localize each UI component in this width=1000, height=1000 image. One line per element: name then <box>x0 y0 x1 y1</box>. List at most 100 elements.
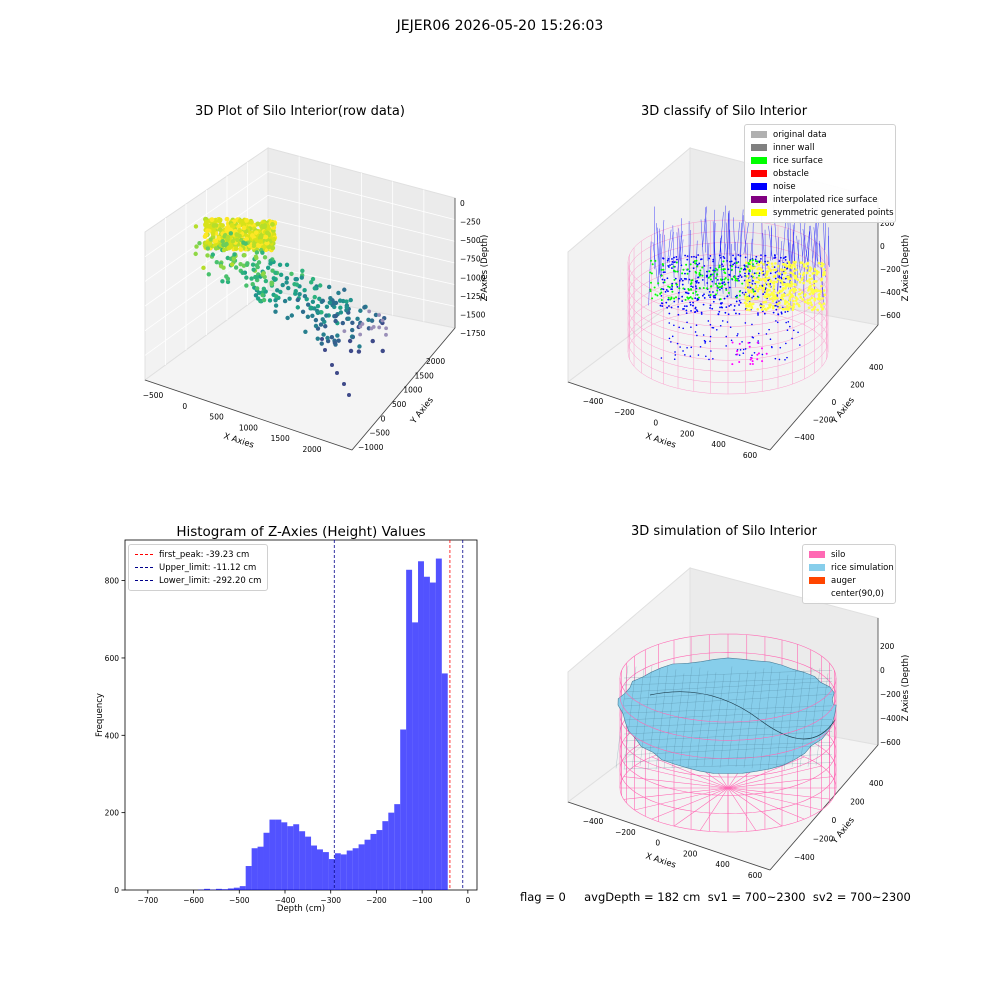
histogram-legend: first_peak: -39.23 cm Upper_limit: -11.12… <box>128 544 269 591</box>
raw-point <box>266 244 272 250</box>
classified-point <box>650 281 653 284</box>
classified-point <box>757 312 759 315</box>
classified-point <box>792 290 796 293</box>
classified-point <box>734 258 737 261</box>
classified-point <box>798 280 802 284</box>
classified-point <box>709 340 711 343</box>
tick-label: −200 <box>614 408 635 417</box>
classified-point <box>821 297 824 300</box>
classified-point <box>747 341 750 344</box>
classified-point <box>745 297 749 301</box>
classified-point <box>661 263 664 266</box>
classified-point <box>784 359 786 361</box>
raw-point <box>256 290 262 296</box>
classified-point <box>676 285 679 288</box>
surface-mesh <box>631 668 645 769</box>
classified-point <box>752 266 756 270</box>
classified-point <box>761 290 765 293</box>
classified-point <box>663 279 666 281</box>
classified-point <box>789 271 793 275</box>
classified-point <box>810 277 814 281</box>
noise-streak <box>720 240 724 294</box>
raw-point <box>310 313 315 319</box>
raw-point <box>294 276 300 282</box>
raw-point <box>225 279 231 285</box>
raw-point <box>325 335 330 341</box>
classified-point <box>681 279 684 282</box>
raw-point <box>273 270 278 276</box>
classified-point <box>664 271 666 274</box>
classified-point <box>767 276 771 280</box>
x-tick-label: −700 <box>138 896 159 905</box>
classified-point <box>756 271 759 275</box>
classified-point <box>723 278 726 281</box>
surface-mesh <box>735 670 749 767</box>
classified-point <box>798 288 801 291</box>
classified-point <box>689 355 692 357</box>
classified-point <box>757 287 761 290</box>
classified-point <box>674 270 677 273</box>
classified-point <box>780 289 783 293</box>
classified-point <box>820 264 823 268</box>
raw-point <box>293 289 298 294</box>
classified-point <box>685 309 688 312</box>
classified-point <box>768 303 771 307</box>
tick-label: 400 <box>711 440 726 449</box>
classified-point <box>781 307 784 311</box>
classified-point <box>745 261 748 265</box>
raw-point <box>203 219 209 225</box>
classify-plot-title: 3D classify of Silo Interior <box>640 104 808 119</box>
classified-point <box>712 326 715 329</box>
classified-point <box>741 341 743 343</box>
raw-point <box>332 340 338 345</box>
classified-point <box>684 272 686 275</box>
raw-point <box>238 247 244 252</box>
raw-point <box>310 299 316 304</box>
classified-point <box>693 255 695 258</box>
classified-point <box>751 360 754 363</box>
silo-ring <box>619 714 837 760</box>
classified-point <box>823 293 827 297</box>
classified-point <box>750 284 753 287</box>
x-tick-label: −500 <box>229 896 250 905</box>
classified-point <box>788 265 791 269</box>
legend-label: center(90,0) <box>831 588 884 599</box>
raw-point <box>197 240 202 246</box>
classified-point <box>771 346 773 349</box>
noise-streak <box>668 231 674 263</box>
classified-point <box>766 290 769 293</box>
classified-point <box>746 282 749 285</box>
classified-point <box>686 321 688 324</box>
classified-point <box>806 301 809 305</box>
surface-mesh <box>623 762 833 770</box>
surface-mesh <box>671 673 685 769</box>
classified-point <box>808 278 811 281</box>
raw-point <box>193 251 198 257</box>
classified-point <box>684 291 687 294</box>
classified-point <box>777 264 780 268</box>
classified-point <box>791 287 795 291</box>
noise-streak <box>677 230 683 273</box>
classified-point <box>706 270 708 273</box>
surface-mesh <box>791 670 805 768</box>
classified-point <box>783 282 787 286</box>
classified-point <box>660 268 663 271</box>
raw-point <box>350 334 356 340</box>
classified-point <box>818 302 821 305</box>
classified-point <box>776 321 779 324</box>
noise-streak <box>813 242 817 293</box>
raw-point <box>208 237 213 242</box>
classified-point <box>712 291 714 293</box>
classified-point <box>666 306 669 309</box>
raw-point <box>261 271 266 276</box>
raw-point <box>206 272 211 277</box>
classified-point <box>676 270 679 273</box>
classified-point <box>721 282 724 285</box>
raw-point <box>348 348 354 354</box>
classified-point <box>703 293 705 296</box>
raw-point <box>277 262 283 268</box>
raw-point <box>255 242 261 248</box>
raw-point <box>261 286 267 292</box>
classified-point <box>752 263 755 266</box>
classified-point <box>818 297 822 301</box>
